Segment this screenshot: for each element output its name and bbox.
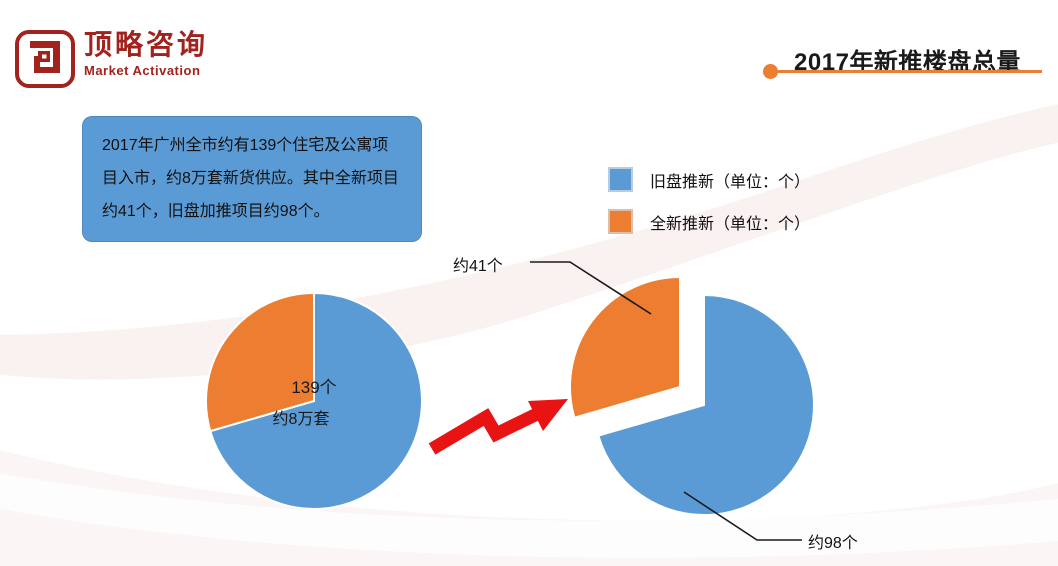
pie-slice-旧盘推新	[597, 294, 815, 516]
growth-arrow-icon	[428, 399, 568, 455]
legend-swatch-orange	[608, 209, 633, 234]
summary-callout: 2017年广州全市约有139个住宅及公寓项目入市，约8万套新货供应。其中全新项目…	[82, 116, 422, 243]
logo-frame	[15, 30, 75, 88]
legend-label: 全新推新（单位：个）	[650, 215, 811, 233]
company-logo-icon	[15, 30, 75, 88]
legend-item-old: 旧盘推新（单位：个）	[608, 167, 810, 192]
pie-slice-全新推新	[205, 291, 315, 433]
pie-chart-total	[205, 291, 423, 510]
company-subtitle: Market Activation	[84, 63, 201, 78]
chart-legend: 旧盘推新（单位：个） 全新推新（单位：个）	[608, 167, 810, 251]
logo-glyph	[30, 41, 60, 73]
legend-item-new: 全新推新（单位：个）	[608, 209, 810, 234]
growth-arrow-shaft	[428, 407, 542, 455]
slice-label-41: 约41个	[453, 258, 503, 275]
summary-text: 2017年广州全市约有139个住宅及公寓项目入市，约8万套新货供应。其中全新项目…	[102, 137, 399, 220]
title-accent-dot	[763, 64, 778, 79]
slice-label-98: 约98个	[808, 535, 858, 552]
brand-text: 顶略咨询 Market Activation	[84, 29, 209, 78]
pie-slice-旧盘推新	[209, 291, 423, 510]
wave-band-upper	[0, 104, 1058, 380]
legend-label: 旧盘推新（单位：个）	[650, 173, 811, 191]
legend-swatch-blue	[608, 167, 633, 192]
growth-arrow-head	[528, 399, 568, 431]
company-name: 顶略咨询	[84, 29, 209, 60]
pie-chart-exploded	[569, 275, 815, 516]
pie-slice-全新推新	[569, 275, 682, 419]
title-accent-line	[778, 70, 1042, 73]
